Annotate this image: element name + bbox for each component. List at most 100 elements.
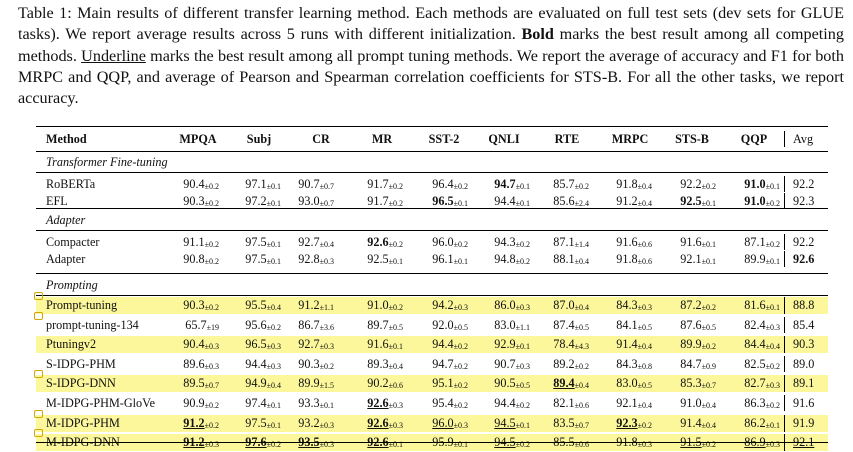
value-cell: 92.6±0.3 [343, 395, 403, 413]
std-dev: ±0.1 [266, 240, 281, 249]
mean-value: 96.5 [245, 337, 267, 352]
column-header: Avg [793, 132, 814, 146]
mean-value: 94.7 [432, 356, 454, 371]
value-cell: 91.7±0.2 [343, 176, 403, 194]
std-dev: ±0.3 [388, 401, 403, 410]
average-value: 91.9 [793, 415, 815, 430]
std-dev: ±0.1 [515, 420, 530, 430]
std-dev: ±0.1 [765, 420, 780, 430]
value-cell: 84.7±0.9 [656, 356, 716, 374]
std-dev: ±0.3 [765, 381, 780, 391]
std-dev: ±0.6 [637, 240, 652, 249]
mean-value: 83.0 [616, 376, 638, 391]
value-cell: 89.4±0.4 [529, 375, 589, 393]
mean-value: 91.7 [367, 177, 389, 191]
mean-value: 91.0 [680, 396, 702, 410]
mean-value: 78.4 [553, 337, 575, 352]
std-dev: ±0.4 [266, 381, 281, 391]
std-dev: ±0.3 [453, 303, 468, 312]
mean-value: 92.5 [680, 193, 702, 208]
mean-value: 94.9 [245, 376, 267, 391]
mean-value: 89.7 [367, 317, 389, 332]
mean-value: 96.1 [432, 251, 454, 266]
mean-value: 86.3 [744, 396, 766, 410]
std-dev: ±0.1 [701, 256, 716, 266]
std-dev: ±0.9 [701, 361, 716, 371]
value-cell: 92.1±0.1 [656, 251, 716, 269]
std-dev: ±0.7 [319, 182, 334, 191]
std-dev: ±0.6 [574, 401, 589, 410]
mean-value: 91.0 [744, 177, 766, 191]
std-dev: ±0.5 [701, 322, 716, 332]
mean-value: 97.5 [245, 235, 267, 249]
std-dev: ±0.2 [701, 342, 716, 352]
value-cell: 91.0±0.2 [343, 297, 403, 315]
mean-value: 96.5 [432, 193, 454, 208]
value-cell: 94.7±0.1 [470, 176, 530, 194]
method-name: prompt-tuning-134 [46, 317, 139, 332]
value-cell: 94.4±0.2 [470, 395, 530, 413]
std-dev: ±0.1 [266, 420, 281, 430]
mean-value: 91.2 [616, 193, 638, 208]
std-dev: ±0.2 [765, 361, 780, 371]
value-cell: 91.4±0.4 [656, 415, 716, 433]
value-cell: 94.8±0.2 [470, 251, 530, 269]
mean-value: 92.9 [494, 337, 516, 352]
value-cell: 91.0±0.1 [720, 176, 780, 194]
value-cell: 90.5±0.5 [470, 375, 530, 393]
value-cell: 86.2±0.1 [720, 415, 780, 433]
std-dev: ±0.5 [388, 322, 403, 332]
mean-value: 82.7 [744, 376, 766, 391]
mean-value: 94.4 [432, 337, 454, 352]
section-title-text: Adapter [46, 213, 86, 227]
std-dev: ±0.4 [701, 420, 716, 430]
average-value: 92.3 [793, 193, 815, 208]
value-cell: 95.4±0.2 [408, 395, 468, 413]
std-dev: ±0.1 [701, 198, 716, 208]
section-title-text: Transformer Fine-tuning [46, 155, 168, 169]
value-cell: 93.0±0.7 [274, 193, 334, 211]
mean-value: 83.5 [553, 415, 575, 430]
method-name: M-IDPG-PHM-GloVe [46, 396, 156, 410]
std-dev: ±0.5 [574, 322, 589, 332]
value-cell: 90.9±0.2 [159, 395, 219, 413]
method-name: Prompt-tuning [46, 298, 118, 312]
std-dev: ±0.1 [515, 342, 530, 352]
avg-column-separator [784, 355, 785, 372]
mean-value: 92.7 [298, 337, 320, 352]
column-header: Subj [246, 132, 272, 146]
avg-column-separator [784, 250, 785, 267]
std-dev: ±0.5 [637, 322, 652, 332]
value-cell: 94.7±0.2 [408, 356, 468, 374]
std-dev: ±0.2 [266, 322, 281, 332]
std-dev: ±0.1 [319, 401, 334, 410]
value-cell: 91.8±0.6 [592, 251, 652, 269]
value-cell: 94.5±0.1 [470, 415, 530, 433]
value-cell: 84.4±0.4 [720, 336, 780, 354]
section-subrule [36, 230, 828, 231]
std-dev: ±0.2 [204, 256, 219, 266]
mean-value: 90.7 [494, 356, 516, 371]
value-cell: 91.7±0.2 [343, 193, 403, 211]
mean-value: 92.3 [616, 415, 638, 430]
table-top-rule [36, 126, 828, 127]
column-header: MRPC [611, 132, 649, 146]
value-cell: 91.2±0.2 [159, 415, 219, 433]
table-caption: Table 1: Main results of different trans… [18, 3, 844, 109]
table-row: EFL 90.3±0.2 97.2±0.1 93.0±0.7 91.7±0.2 96.5±… [36, 192, 828, 211]
mean-value: 91.0 [744, 193, 766, 208]
value-cell: 90.4±0.2 [159, 176, 219, 194]
mean-value: 94.2 [432, 298, 454, 312]
column-header: RTE [554, 132, 580, 146]
value-cell: 92.7±0.4 [274, 234, 334, 252]
value-cell: 85.7±0.2 [529, 176, 589, 194]
average-value: 92.2 [793, 177, 815, 191]
value-cell: 97.5±0.1 [221, 234, 281, 252]
std-dev: ±0.4 [701, 401, 716, 410]
std-dev: ±0.1 [765, 182, 780, 191]
value-cell: 92.0±0.5 [408, 317, 468, 335]
value-cell: 85.3±0.7 [656, 375, 716, 393]
std-dev: ±0.3 [204, 361, 219, 371]
mean-value: 84.3 [616, 298, 638, 312]
caption-part-2: marks the best result among all competin… [18, 25, 844, 65]
